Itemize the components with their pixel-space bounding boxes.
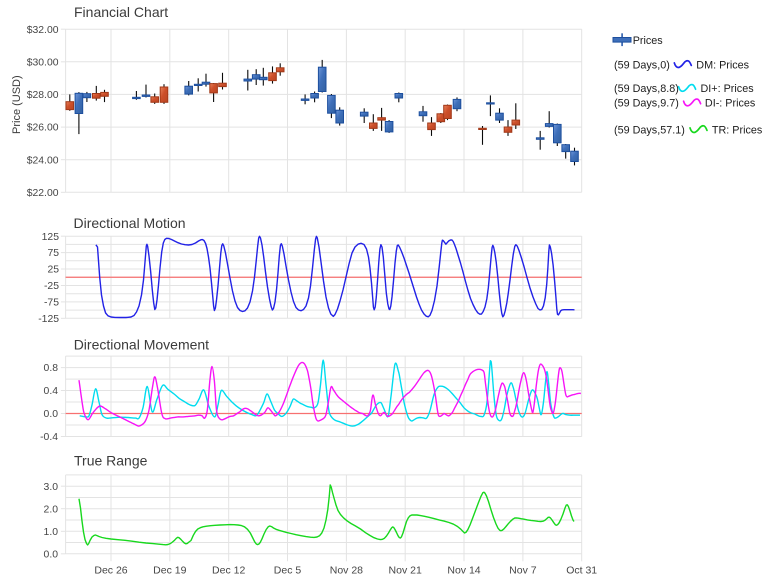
svg-text:Dec 26: Dec 26 [94, 565, 127, 577]
svg-text:TR: Prices: TR: Prices [712, 124, 763, 136]
svg-text:DI-: Prices: DI-: Prices [705, 98, 756, 110]
svg-text:Price (USD): Price (USD) [11, 75, 23, 134]
svg-text:(59 Days,0): (59 Days,0) [614, 59, 670, 71]
svg-text:-75: -75 [44, 298, 59, 309]
svg-text:$30.00: $30.00 [27, 57, 59, 68]
svg-text:25: 25 [47, 265, 59, 276]
svg-text:2.0: 2.0 [44, 504, 59, 515]
svg-text:Dec 12: Dec 12 [212, 565, 245, 577]
svg-text:3.0: 3.0 [44, 482, 59, 493]
svg-text:Oct 31: Oct 31 [566, 565, 597, 577]
svg-text:$28.00: $28.00 [27, 90, 59, 101]
svg-text:0.8: 0.8 [44, 363, 59, 374]
svg-text:-0.4: -0.4 [40, 432, 58, 443]
svg-text:$22.00: $22.00 [27, 188, 59, 199]
svg-text:75: 75 [47, 248, 59, 259]
svg-text:Nov 14: Nov 14 [447, 565, 480, 577]
svg-text:(59 Days,57.1): (59 Days,57.1) [614, 124, 685, 136]
svg-text:Nov 28: Nov 28 [330, 565, 363, 577]
svg-text:Financial Chart: Financial Chart [74, 4, 168, 20]
svg-text:1.0: 1.0 [44, 527, 59, 538]
svg-text:$32.00: $32.00 [27, 25, 59, 36]
svg-text:Directional Movement: Directional Movement [74, 336, 209, 352]
svg-text:$26.00: $26.00 [27, 123, 59, 134]
svg-text:(59 Days,8.8): (59 Days,8.8) [614, 83, 679, 95]
svg-text:125: 125 [42, 232, 60, 243]
svg-text:(59 Days,9.7): (59 Days,9.7) [614, 98, 679, 110]
svg-text:DI+: Prices: DI+: Prices [701, 83, 755, 95]
svg-text:Directional Motion: Directional Motion [74, 215, 186, 231]
svg-text:Dec 5: Dec 5 [274, 565, 302, 577]
svg-text:$24.00: $24.00 [27, 155, 59, 166]
svg-text:Prices: Prices [633, 35, 664, 47]
svg-text:0.4: 0.4 [44, 386, 59, 397]
svg-text:-25: -25 [44, 281, 59, 292]
svg-text:0.0: 0.0 [44, 549, 59, 560]
svg-text:Nov 7: Nov 7 [509, 565, 537, 577]
svg-text:Nov 21: Nov 21 [389, 565, 422, 577]
svg-text:Dec 19: Dec 19 [153, 565, 186, 577]
svg-text:True Range: True Range [74, 453, 148, 469]
svg-text:-125: -125 [38, 314, 59, 325]
svg-text:DM: Prices: DM: Prices [696, 59, 749, 71]
svg-text:0.0: 0.0 [44, 409, 59, 420]
